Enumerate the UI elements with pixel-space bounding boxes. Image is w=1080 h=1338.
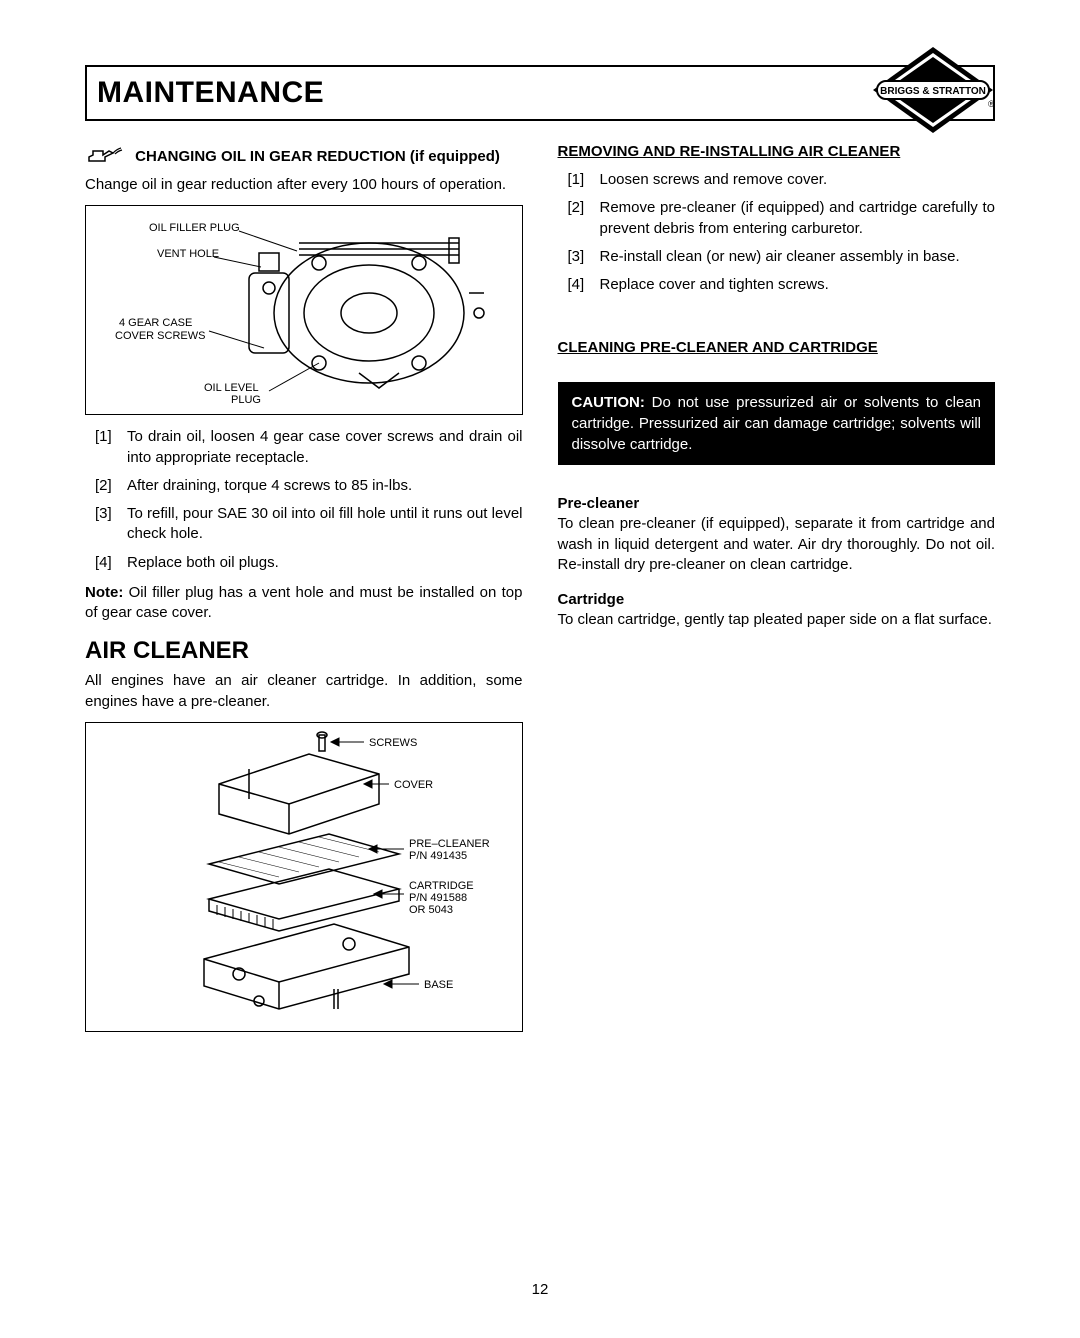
list-item: [3]To refill, pour SAE 30 oil into oil f… [85,504,523,545]
list-item: [2]After draining, torque 4 screws to 85… [85,476,523,496]
sec1-steps: [1]To drain oil, loosen 4 gear case cove… [85,427,523,573]
step-num: [2] [85,476,127,496]
precleaner-text: To clean pre-cleaner (if equipped), sepa… [558,514,996,575]
step-num: [1] [85,427,127,468]
step-text: Remove pre-cleaner (if equipped) and car… [600,198,996,239]
step-num: [4] [558,275,600,295]
sec1-title-text: CHANGING OIL IN GEAR REDUCTION (if equip… [135,148,500,165]
figure-air-cleaner: SCREWS COVER PRE–CLEANER P/N 491435 CART… [85,722,523,1032]
sec3-steps: [1]Loosen screws and remove cover. [2]Re… [558,170,996,295]
sec4-title: CLEANING PRE-CLEANER AND CARTRIDGE [558,339,996,356]
step-text: Replace cover and tighten screws. [600,275,996,295]
fig1-plug: PLUG [231,394,261,406]
header-maintenance: MAINTENANCE BRIGGS & STRATTON ® [85,65,995,121]
step-text: To refill, pour SAE 30 oil into oil fill… [127,504,523,545]
sec2-title: AIR CLEANER [85,637,523,665]
step-num: [3] [558,247,600,267]
step-num: [2] [558,198,600,239]
logo-text: BRIGGS & STRATTON [880,86,986,97]
fig2-pre1: PRE–CLEANER [409,838,490,850]
sec1-note: Note: Oil filler plug has a vent hole an… [85,583,523,624]
fig2-cart3: OR 5043 [409,904,453,916]
content-columns: CHANGING OIL IN GEAR REDUCTION (if equip… [85,139,995,1044]
step-num: [4] [85,553,127,573]
fig2-cover: COVER [394,779,433,791]
step-num: [3] [85,504,127,545]
fig2-screws: SCREWS [369,737,417,749]
caution-label: CAUTION: [572,394,645,411]
list-item: [4]Replace both oil plugs. [85,553,523,573]
cartridge-text: To clean cartridge, gently tap pleated p… [558,610,996,630]
briggs-logo: BRIGGS & STRATTON ® [863,45,1003,140]
list-item: [1]To drain oil, loosen 4 gear case cove… [85,427,523,468]
cartridge-heading: Cartridge [558,591,996,608]
sec1-intro: Change oil in gear reduction after every… [85,175,523,195]
header-title: MAINTENANCE [97,76,324,110]
step-text: Loosen screws and remove cover. [600,170,996,190]
oilcan-icon [85,145,125,169]
fig2-cart2: P/N 491588 [409,892,467,904]
fig1-oil-filler: OIL FILLER PLUG [149,222,240,234]
step-text: Replace both oil plugs. [127,553,523,573]
list-item: [3]Re-install clean (or new) air cleaner… [558,247,996,267]
precleaner-heading: Pre-cleaner [558,495,996,512]
fig1-vent: VENT HOLE [157,248,219,260]
caution-box: CAUTION: Do not use pressurized air or s… [558,382,996,465]
fig1-gearcase: 4 GEAR CASE [119,317,192,329]
step-text: To drain oil, loosen 4 gear case cover s… [127,427,523,468]
fig1-coverscrews: COVER SCREWS [115,330,205,342]
note-text: Oil filler plug has a vent hole and must… [85,584,523,621]
step-text: Re-install clean (or new) air cleaner as… [600,247,996,267]
step-num: [1] [558,170,600,190]
list-item: [2]Remove pre-cleaner (if equipped) and … [558,198,996,239]
fig2-pre2: P/N 491435 [409,850,467,862]
page-number: 12 [0,1281,1080,1298]
step-text: After draining, torque 4 screws to 85 in… [127,476,523,496]
list-item: [1]Loosen screws and remove cover. [558,170,996,190]
right-column: REMOVING AND RE-INSTALLING AIR CLEANER [… [558,139,996,1044]
left-column: CHANGING OIL IN GEAR REDUCTION (if equip… [85,139,523,1044]
list-item: [4]Replace cover and tighten screws. [558,275,996,295]
sec3-title: REMOVING AND RE-INSTALLING AIR CLEANER [558,143,996,160]
sec1-title: CHANGING OIL IN GEAR REDUCTION (if equip… [85,145,523,169]
fig1-oillevel: OIL LEVEL [204,382,259,394]
svg-text:®: ® [988,99,995,109]
fig2-cart1: CARTRIDGE [409,880,474,892]
sec2-intro: All engines have an air cleaner cartridg… [85,671,523,712]
figure-gear-reduction: OIL FILLER PLUG VENT HOLE 4 GEAR CASE CO… [85,205,523,415]
note-label: Note: [85,584,123,601]
fig2-base: BASE [424,979,453,991]
